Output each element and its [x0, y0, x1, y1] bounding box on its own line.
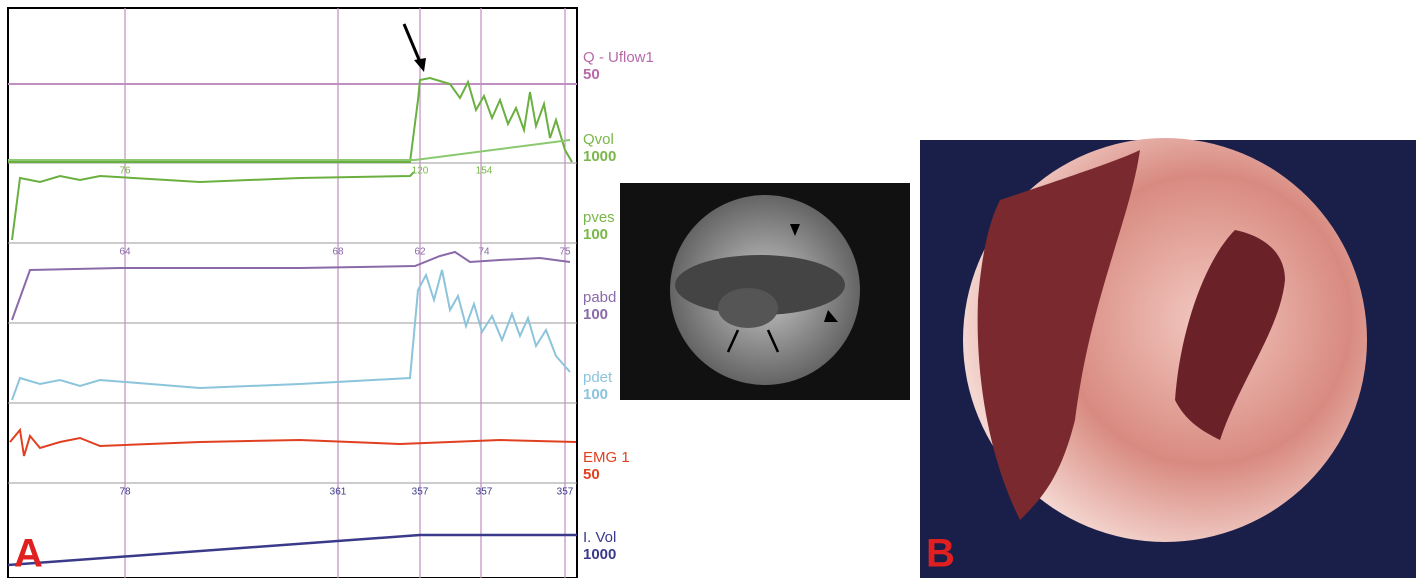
trace-tick-label: 154	[476, 166, 493, 177]
figure: Q - Uflow150Qvol1000pves100pabd100pdet10…	[0, 0, 1416, 578]
channel-scale: 1000	[583, 148, 616, 165]
fluoro-inset	[620, 183, 910, 400]
channel-scale: 1000	[583, 546, 616, 563]
trace-tick-label: 361	[330, 487, 347, 498]
channel-name: Q - Uflow1	[583, 49, 654, 66]
trace-tick-label: 64	[119, 247, 131, 258]
trace-tick-label: 76	[119, 166, 131, 177]
channel-name: pabd	[583, 289, 616, 306]
trace-tick-label: 357	[557, 487, 574, 498]
channel-name: pdet	[583, 369, 613, 386]
channel-name: I. Vol	[583, 529, 616, 546]
trace-tick-label: 357	[412, 487, 429, 498]
trace-tick-label: 74	[478, 247, 490, 258]
panel-label: B	[926, 532, 955, 576]
channel-scale: 100	[583, 306, 608, 323]
trace-tick-label: 62	[414, 247, 426, 258]
panel-b	[920, 138, 1416, 578]
trace-tick-label: 68	[332, 247, 344, 258]
panel-label: A	[14, 532, 43, 576]
trace-tick-label: 78	[119, 487, 131, 498]
channel-scale: 50	[583, 466, 600, 483]
trace-tick-label: 357	[476, 487, 493, 498]
channel-name: EMG 1	[583, 449, 630, 466]
channel-name: Qvol	[583, 131, 614, 148]
channel-scale: 100	[583, 386, 608, 403]
channel-scale: 50	[583, 66, 600, 83]
trace-tick-label: 75	[559, 247, 571, 258]
page: Q - Uflow150Qvol1000pves100pabd100pdet10…	[0, 0, 1416, 583]
trace-tick-label: 120	[412, 166, 429, 177]
channel-scale: 100	[583, 226, 608, 243]
channel-name: pves	[583, 209, 615, 226]
